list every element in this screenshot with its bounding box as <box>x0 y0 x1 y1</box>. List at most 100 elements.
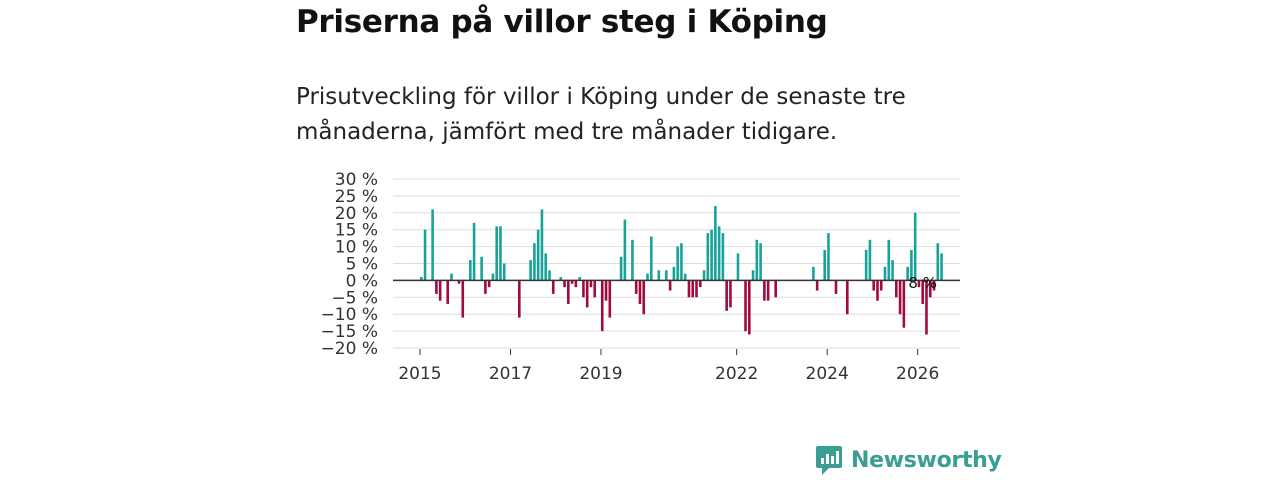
bar-negative <box>585 280 589 308</box>
bar-positive <box>499 226 502 281</box>
bar-positive <box>672 266 676 281</box>
bar-negative <box>438 280 442 301</box>
bar-positive <box>529 260 532 281</box>
bar-positive <box>721 233 725 281</box>
bar-positive <box>759 243 762 281</box>
bar-negative <box>487 280 491 288</box>
bar-positive <box>936 243 940 281</box>
bar-negative <box>642 280 646 315</box>
bar-positive <box>710 229 713 281</box>
bar-positive <box>491 273 495 281</box>
bar-negative <box>457 280 461 284</box>
bar-negative <box>551 280 555 294</box>
bar-positive <box>646 273 649 281</box>
chart-title: Priserna på villor steg i Köping <box>296 4 828 40</box>
bar-negative <box>744 280 747 332</box>
bar-negative <box>484 280 487 294</box>
bar-positive <box>823 249 826 281</box>
bar-negative <box>435 280 438 294</box>
bar-negative <box>668 280 672 291</box>
bar-negative <box>604 280 608 301</box>
bar-negative <box>589 280 593 288</box>
y-tick-label: −20 % <box>321 339 378 359</box>
bar-negative <box>921 280 925 305</box>
bar-negative <box>691 280 695 298</box>
bar-negative <box>518 280 521 318</box>
bar-positive <box>559 277 563 281</box>
bar-positive <box>657 270 661 281</box>
bar-positive <box>431 209 434 281</box>
bar-negative <box>895 280 898 298</box>
bar-positive <box>906 266 909 281</box>
bar-negative <box>461 280 465 318</box>
x-tick-label: 2024 <box>806 364 849 384</box>
bar-positive <box>887 239 891 281</box>
bar-positive <box>676 246 679 281</box>
bar-negative <box>687 280 691 298</box>
x-tick-label: 2026 <box>896 364 939 384</box>
bar-positive <box>469 260 472 281</box>
bar-negative <box>446 280 449 305</box>
x-tick-label: 2022 <box>715 364 758 384</box>
bar-negative <box>898 280 902 315</box>
x-tick-label: 2019 <box>579 364 622 384</box>
bar-negative <box>932 280 936 291</box>
bar-positive <box>548 270 551 281</box>
bar-negative <box>608 280 612 318</box>
bar-negative <box>846 280 849 315</box>
bar-positive <box>450 273 453 281</box>
bar-positive <box>940 253 943 281</box>
bar-positive <box>717 226 721 281</box>
bar-negative <box>879 280 883 291</box>
bar-positive <box>702 270 706 281</box>
bar-negative <box>698 280 702 288</box>
bar-negative <box>563 280 566 288</box>
bar-negative <box>593 280 597 298</box>
y-tick-label: 20 % <box>335 204 378 224</box>
bar-positive <box>812 266 815 281</box>
bar-positive <box>868 239 872 281</box>
bar-negative <box>902 280 906 328</box>
bar-positive <box>502 263 506 281</box>
bar-negative <box>766 280 770 301</box>
bar-negative <box>725 280 728 311</box>
bar-positive <box>891 260 894 281</box>
bar-positive <box>827 233 830 281</box>
bar-negative <box>570 280 574 284</box>
bar-positive <box>714 206 717 281</box>
bar-positive <box>883 266 887 281</box>
bar-positive <box>533 243 536 281</box>
bar-positive <box>472 222 476 281</box>
bar-positive <box>578 277 581 281</box>
bar-negative <box>574 280 578 288</box>
y-tick-label: −10 % <box>321 305 378 325</box>
bar-positive <box>683 273 687 281</box>
bar-positive <box>544 253 548 281</box>
bar-positive <box>910 249 913 281</box>
bar-positive <box>706 233 710 281</box>
bar-positive <box>665 270 668 281</box>
y-tick-label: 10 % <box>335 238 378 258</box>
bar-negative <box>917 280 921 288</box>
bar-negative <box>634 280 638 294</box>
bar-positive <box>751 270 755 281</box>
bar-positive <box>495 226 498 281</box>
chart-subtitle: Prisutveckling för villor i Köping under… <box>296 84 906 145</box>
x-tick-label: 2015 <box>398 364 441 384</box>
bar-positive <box>540 209 544 281</box>
brand-logo[interactable]: Newsworthy <box>815 444 1002 476</box>
y-tick-label: 5 % <box>346 255 378 275</box>
newsworthy-chart-bubble-icon <box>816 446 842 475</box>
bar-negative <box>582 280 585 298</box>
bar-negative <box>567 280 570 305</box>
bar-positive <box>864 249 868 281</box>
bar-positive <box>420 277 423 281</box>
bar-positive <box>736 253 740 281</box>
y-tick-label: 15 % <box>335 221 378 241</box>
y-tick-label: 25 % <box>335 187 378 207</box>
bar-positive <box>536 229 540 281</box>
bar-negative <box>872 280 875 291</box>
bar-negative <box>774 280 777 298</box>
bar-negative <box>638 280 642 305</box>
bar-positive <box>623 219 627 281</box>
